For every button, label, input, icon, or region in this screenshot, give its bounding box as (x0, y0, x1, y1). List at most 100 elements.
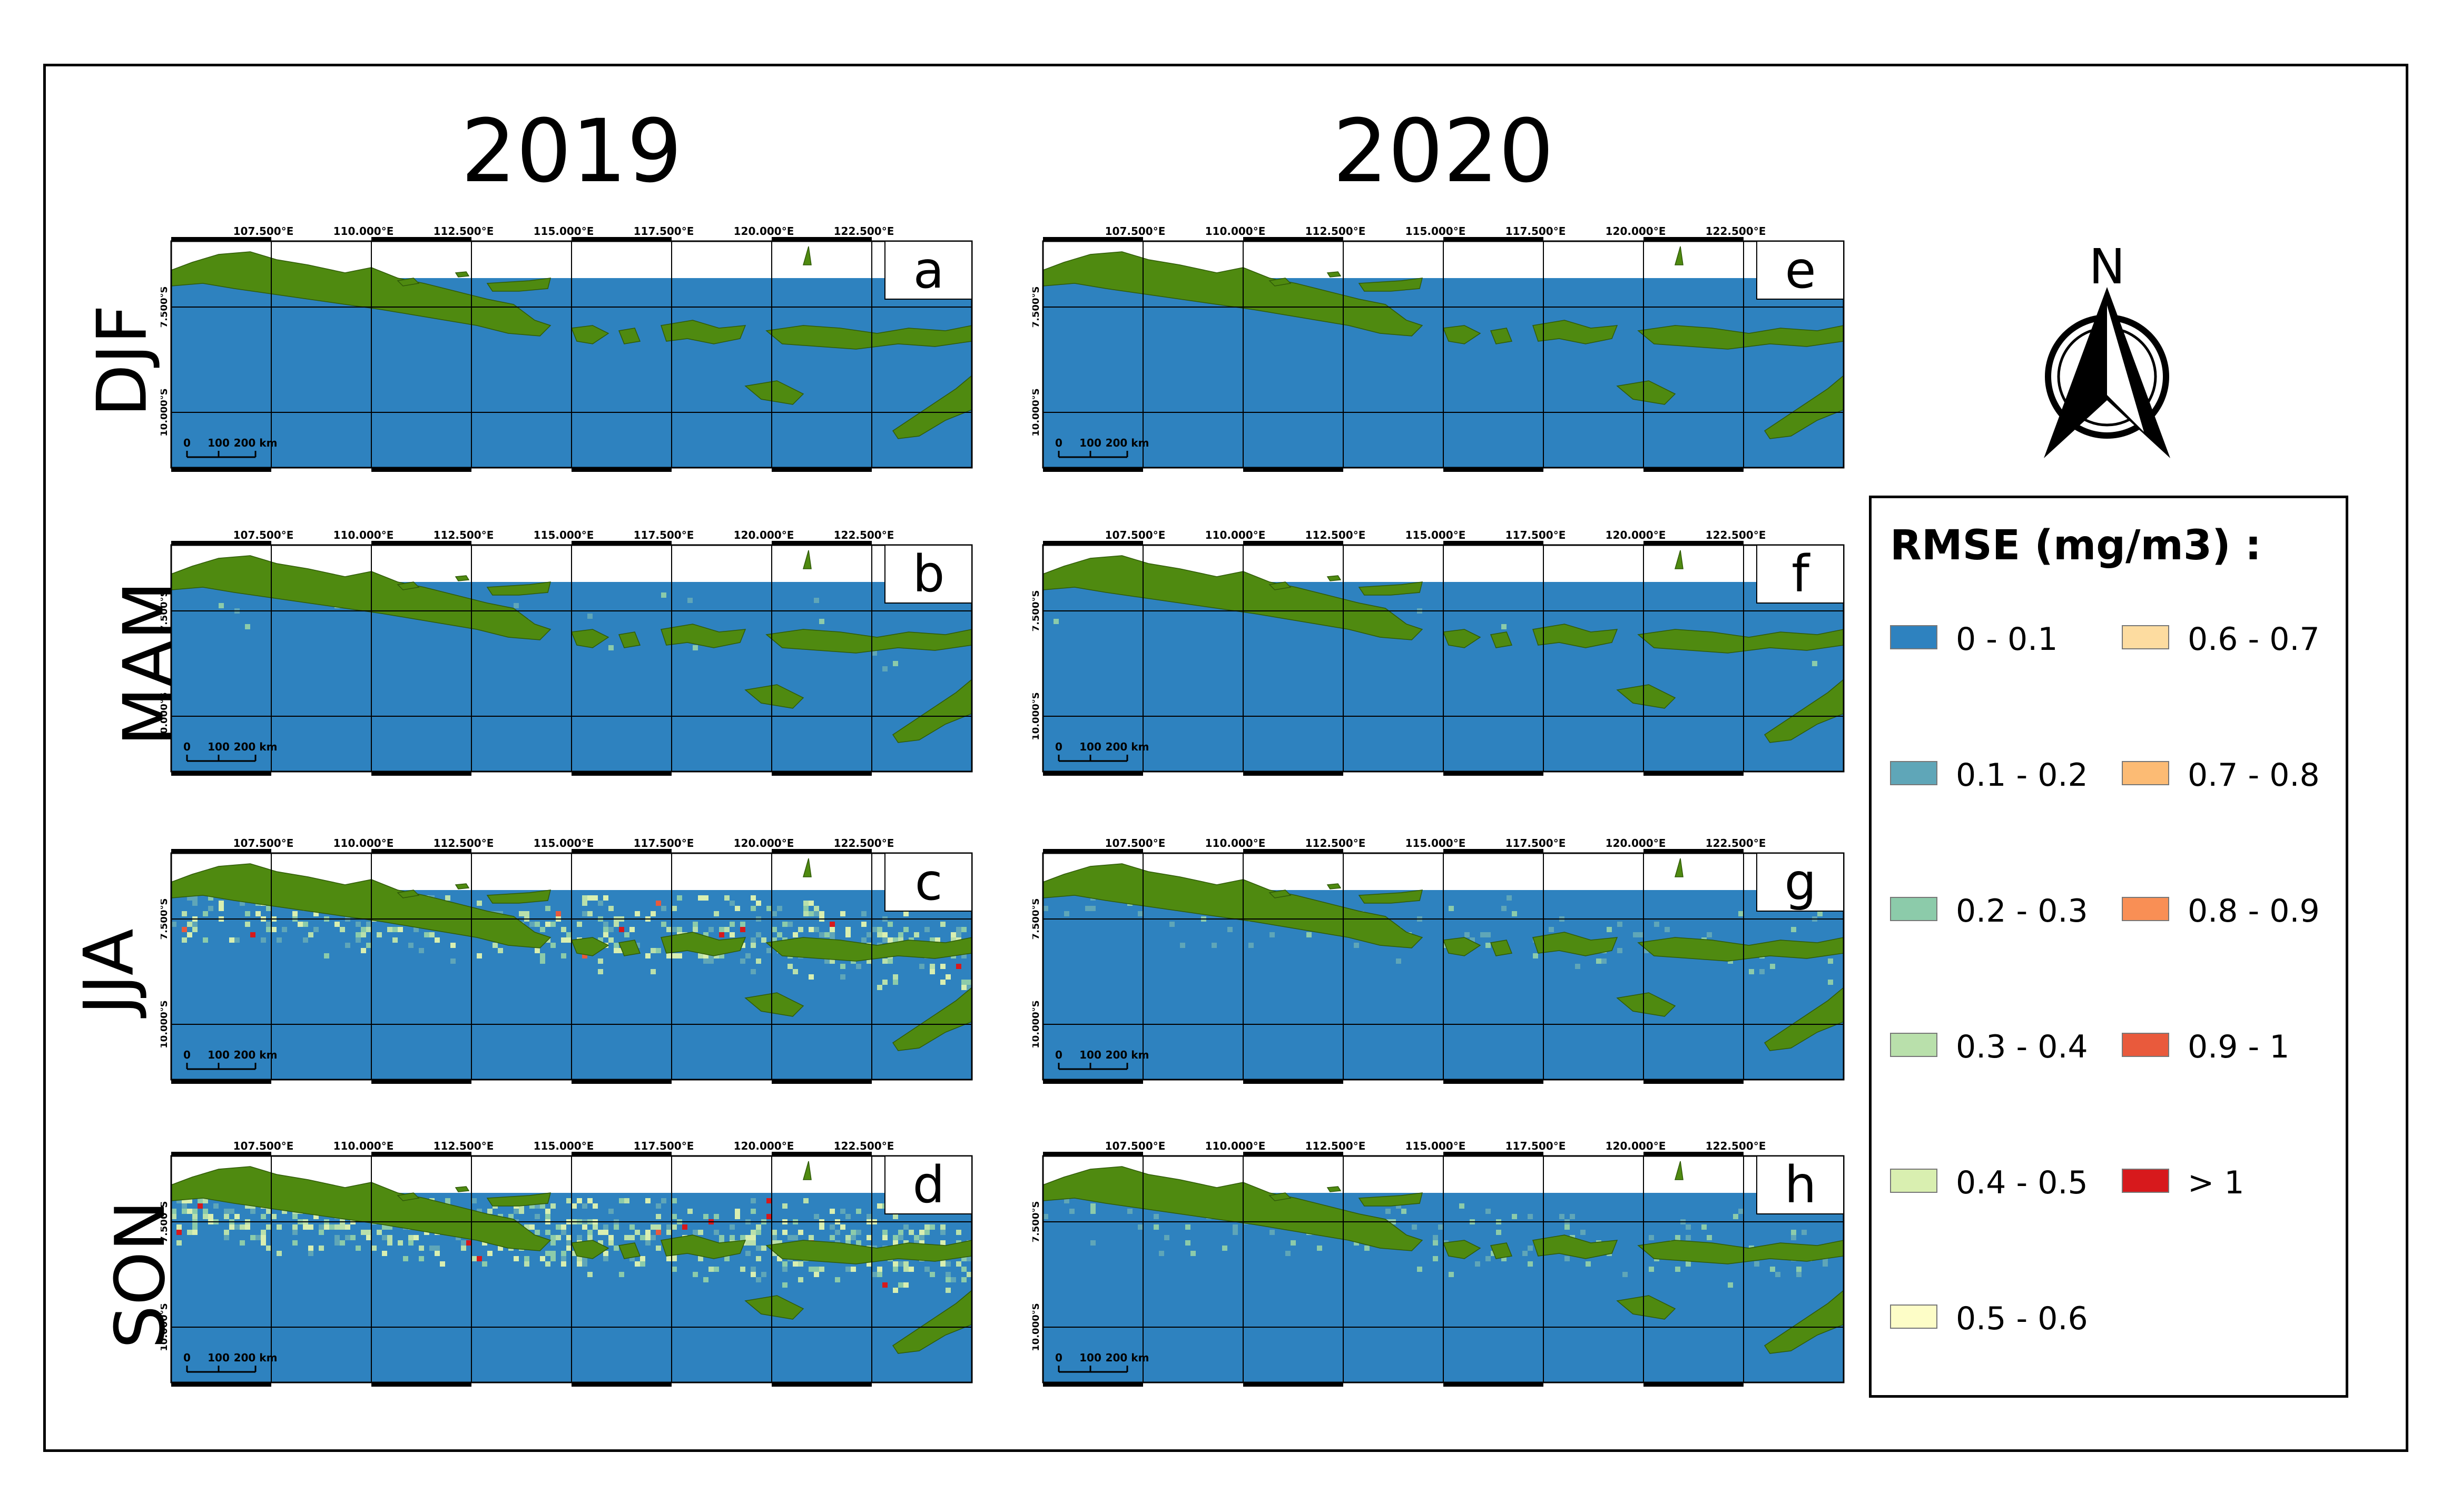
rmse-cell (603, 932, 608, 937)
rmse-cell (751, 1267, 756, 1272)
rmse-cell (535, 1230, 540, 1235)
rmse-cell (845, 1214, 851, 1219)
land-polygon (1675, 550, 1684, 569)
rmse-cell (888, 922, 893, 927)
scale-label: 200 km (234, 1049, 278, 1061)
rmse-cell (187, 922, 192, 927)
rmse-cell (1580, 1230, 1586, 1235)
rmse-cell (593, 895, 598, 901)
scale-bar: 0 100 200 km (183, 1049, 278, 1070)
rmse-cell (740, 943, 745, 948)
scale-label: 100 (208, 1049, 230, 1061)
border-segment (772, 1382, 872, 1387)
scale-bar: 0 100 200 km (183, 437, 277, 458)
rmse-cell (961, 1267, 967, 1272)
rmse-cell (245, 911, 250, 916)
rmse-cell (587, 1230, 593, 1235)
legend-swatch (2122, 625, 2169, 649)
rmse-cell (1090, 906, 1096, 911)
rmse-cell (477, 953, 482, 958)
rmse-cell (234, 937, 240, 943)
land-polygon (1268, 278, 1292, 286)
rmse-cell (967, 1256, 972, 1261)
rmse-cell (561, 953, 566, 958)
rmse-cell (761, 1246, 766, 1251)
legend-label: 0.4 - 0.5 (1956, 1164, 2088, 1201)
rmse-cell (677, 895, 682, 901)
rmse-cell (614, 922, 619, 927)
border-segment (772, 1152, 872, 1156)
rmse-cell (782, 1230, 788, 1235)
legend-label: 0.6 - 0.7 (2188, 621, 2320, 658)
rmse-cell (814, 1272, 819, 1277)
rmse-cell (1233, 1230, 1238, 1235)
rmse-cell (1828, 958, 1833, 964)
rmse-cell (1396, 1203, 1401, 1209)
rmse-cell (1090, 1203, 1096, 1209)
rmse-cell (961, 980, 967, 985)
longitude-label: 112.500°E (1305, 225, 1366, 238)
rmse-cell (308, 1224, 313, 1230)
rmse-cell (798, 1277, 803, 1282)
rmse-cell (1528, 1214, 1533, 1219)
border-segment (371, 772, 471, 776)
rmse-cell (1701, 1224, 1707, 1230)
rmse-cell (840, 1209, 845, 1214)
rmse-cell (561, 1230, 566, 1235)
rmse-cell (703, 958, 708, 964)
land-polygon (1358, 581, 1423, 596)
rmse-cell (777, 932, 782, 937)
latitude-label: 10.000°S (161, 388, 170, 436)
rmse-cell (1212, 943, 1217, 948)
rmse-cell (535, 948, 540, 953)
land-polygon (1326, 575, 1342, 581)
rmse-cell (1185, 1224, 1190, 1230)
rmse-cell (640, 1261, 645, 1267)
rmse-cell (888, 937, 893, 943)
rmse-cell (1222, 1246, 1227, 1251)
scale-label: 200 km (234, 740, 278, 753)
rmse-cell (856, 1230, 861, 1235)
rmse-cell (582, 1261, 587, 1267)
rmse-cell (334, 922, 340, 927)
rmse-cell (1227, 927, 1233, 932)
rmse-cell (635, 943, 640, 948)
rmse-cell (766, 906, 772, 911)
rmse-cell (751, 1230, 756, 1235)
rmse-cell (198, 1198, 203, 1203)
rmse-cell (756, 1256, 761, 1261)
longitude-label: 117.500°E (1505, 225, 1566, 238)
rmse-cell (340, 1240, 345, 1246)
rmse-cell (471, 1198, 477, 1203)
land-polygon (455, 271, 470, 278)
rmse-cell (1291, 1240, 1296, 1246)
year-heading-2019: 2019 (461, 101, 682, 202)
rmse-cell (803, 906, 809, 911)
rmse-cell (1233, 1224, 1238, 1230)
rmse-cell (761, 1272, 766, 1277)
rmse-cell (403, 1256, 408, 1261)
rmse-cell (1512, 1214, 1517, 1219)
rmse-cell (1127, 1209, 1133, 1214)
rmse-cell (540, 1203, 545, 1209)
legend-label: 0.7 - 0.8 (2188, 757, 2320, 794)
border-segment (1643, 541, 1744, 545)
longitude-label: 120.000°E (734, 837, 794, 849)
rmse-cell (629, 1256, 635, 1261)
rmse-cell (672, 1214, 677, 1219)
latitude-label: 10.000°S (161, 692, 170, 740)
rmse-cell (408, 943, 414, 948)
rmse-cell (856, 964, 861, 969)
rmse-cell (961, 927, 967, 932)
rmse-cell (582, 911, 587, 916)
rmse-cell (519, 1209, 524, 1214)
rmse-cell (514, 603, 519, 608)
rmse-cell (1064, 911, 1069, 916)
north-arrow-icon: N (2044, 239, 2170, 458)
rmse-cell (556, 911, 561, 916)
rmse-cell (793, 1235, 798, 1240)
rmse-cell (424, 932, 429, 937)
rmse-cell (819, 619, 824, 624)
rmse-cell (1401, 1209, 1406, 1214)
rmse-cell (577, 922, 582, 927)
